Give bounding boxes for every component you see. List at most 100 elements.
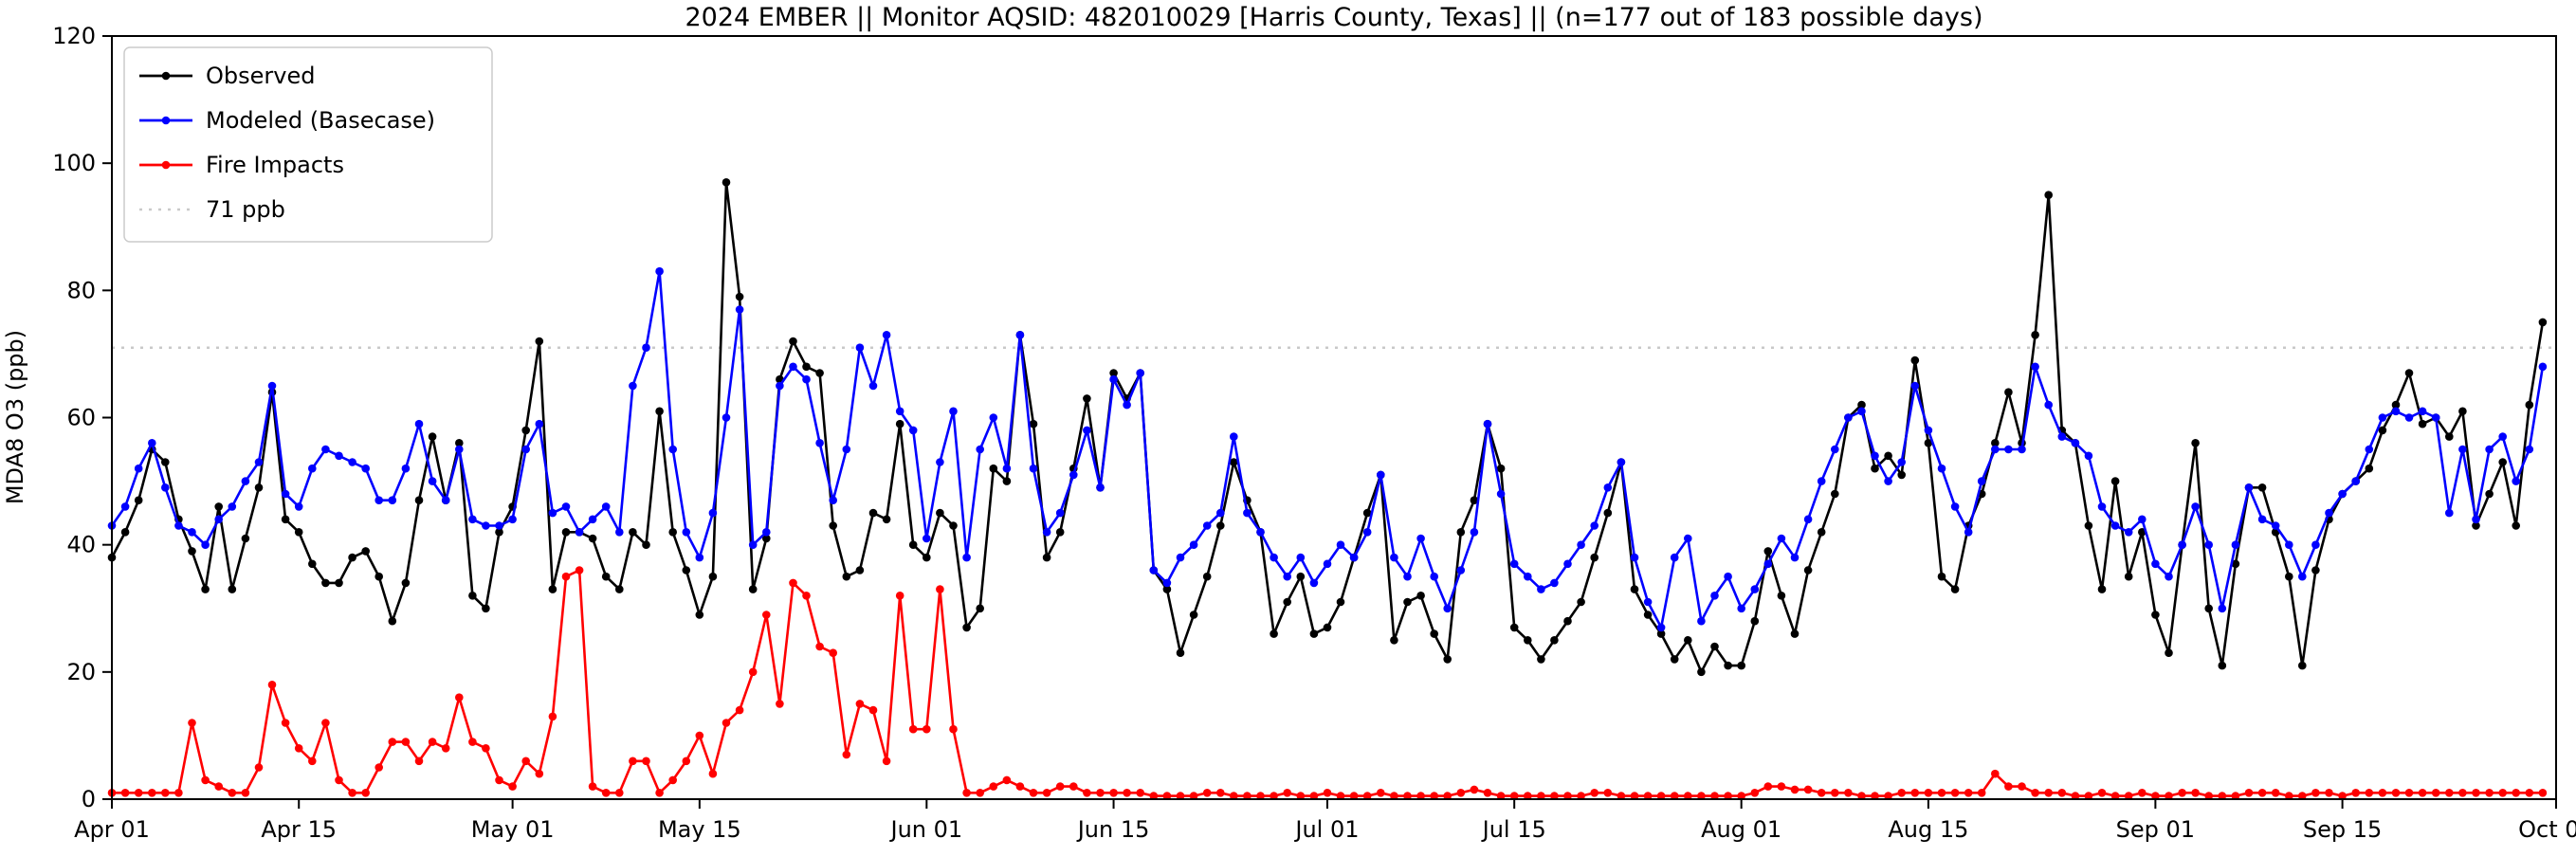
data-point <box>1202 521 1212 530</box>
data-point <box>1256 792 1265 800</box>
data-point <box>294 744 303 753</box>
data-point <box>2057 789 2067 797</box>
data-point <box>2191 439 2200 447</box>
data-point <box>1950 502 1960 511</box>
data-point <box>923 534 931 543</box>
data-point <box>708 508 718 518</box>
data-point <box>1270 792 1278 800</box>
data-point <box>668 445 677 454</box>
data-point <box>414 496 424 504</box>
data-point <box>455 693 464 702</box>
data-point <box>615 528 624 537</box>
data-point <box>1790 553 1800 562</box>
data-point <box>1109 369 1118 377</box>
data-point <box>1416 592 1425 600</box>
data-point <box>1897 789 1906 797</box>
data-point <box>815 369 824 377</box>
data-point <box>949 407 958 416</box>
data-point <box>1083 426 1091 435</box>
data-point <box>695 611 704 619</box>
data-point <box>2057 432 2067 441</box>
data-point <box>722 413 731 422</box>
data-point <box>1630 792 1639 800</box>
data-point <box>802 374 811 384</box>
data-point <box>2391 407 2401 416</box>
data-point <box>1643 611 1653 619</box>
data-point <box>1390 792 1398 800</box>
data-point <box>2525 445 2534 454</box>
data-point <box>2271 521 2280 530</box>
data-point <box>335 578 343 588</box>
data-point <box>2271 789 2280 797</box>
data-point <box>1871 464 1879 473</box>
data-point <box>1803 515 1813 524</box>
data-point <box>134 464 143 473</box>
data-point <box>561 528 571 537</box>
data-point <box>1577 792 1585 800</box>
data-point <box>2165 792 2173 800</box>
data-point <box>375 572 384 581</box>
data-point <box>1403 572 1412 581</box>
data-point <box>2351 789 2360 797</box>
data-point <box>815 642 824 651</box>
data-point <box>1336 597 1345 607</box>
data-point <box>1831 445 1839 454</box>
data-point <box>401 578 411 588</box>
data-point <box>561 502 571 511</box>
data-point <box>1777 782 1786 791</box>
data-point <box>1670 655 1679 664</box>
data-point <box>161 789 170 797</box>
data-point <box>482 521 490 530</box>
data-point <box>214 782 223 791</box>
data-point <box>1857 400 1866 410</box>
data-point <box>1656 792 1666 800</box>
data-point <box>1763 782 1773 791</box>
data-point <box>1790 785 1800 794</box>
data-point <box>908 540 918 549</box>
data-point <box>2512 477 2520 485</box>
data-point <box>882 515 891 524</box>
data-point <box>829 521 837 530</box>
data-point <box>1270 553 1278 562</box>
data-point <box>2031 789 2039 797</box>
legend-label: Modeled (Basecase) <box>206 107 435 134</box>
data-point <box>2231 559 2240 569</box>
data-point <box>535 337 544 346</box>
y-tick-label: 40 <box>66 532 96 558</box>
data-point <box>1817 789 1826 797</box>
data-point <box>2298 661 2307 670</box>
y-tick-label: 20 <box>66 659 96 685</box>
data-point <box>1055 528 1065 537</box>
data-point <box>601 789 611 797</box>
data-point <box>2204 604 2213 613</box>
data-point <box>2485 789 2494 797</box>
data-point <box>708 769 718 778</box>
data-point <box>1924 439 1933 447</box>
data-point <box>2097 789 2107 797</box>
data-point <box>1617 792 1626 800</box>
data-point <box>1550 792 1559 800</box>
data-point <box>254 763 264 772</box>
data-point <box>1937 572 1946 581</box>
data-point <box>2044 400 2053 410</box>
data-point <box>120 502 130 511</box>
data-point <box>2404 789 2414 797</box>
data-point <box>2458 789 2467 797</box>
data-point <box>1002 464 1012 473</box>
data-point <box>615 585 624 593</box>
data-point <box>2538 362 2548 372</box>
data-point <box>1029 789 1038 797</box>
data-point <box>1603 483 1613 492</box>
data-point <box>1590 521 1599 530</box>
data-point <box>308 559 317 569</box>
data-point <box>441 496 450 504</box>
data-point <box>2110 792 2120 800</box>
data-point <box>1656 629 1666 638</box>
data-point <box>762 528 771 537</box>
data-point <box>1697 616 1706 626</box>
data-point <box>1509 792 1519 800</box>
data-point <box>802 362 811 372</box>
data-point <box>1884 451 1892 461</box>
data-point <box>388 738 397 746</box>
